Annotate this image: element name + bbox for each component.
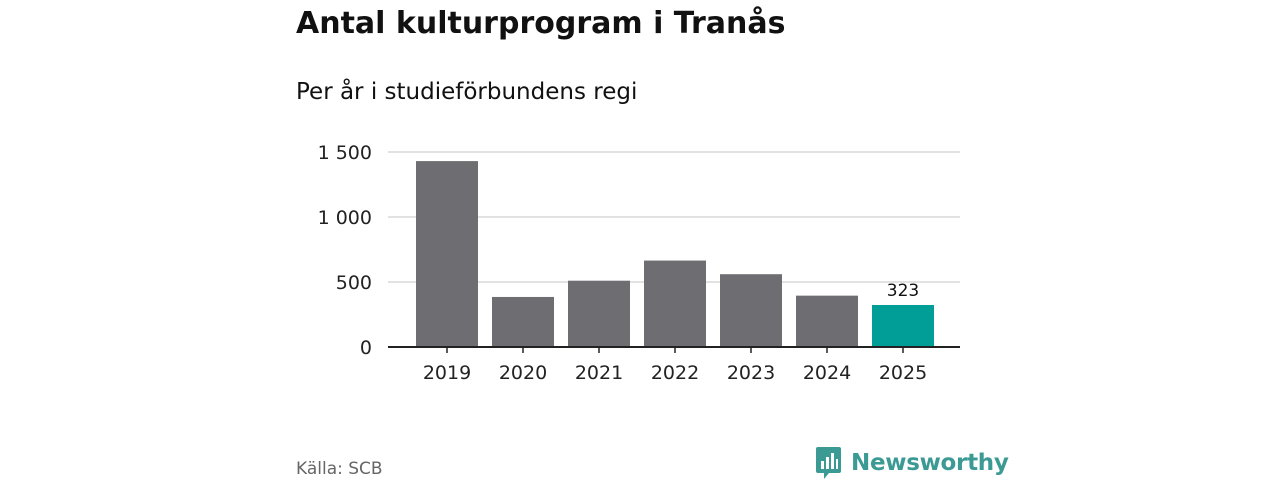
y-tick-label: 0 [360,337,372,359]
y-tick-label: 500 [336,272,372,294]
chart-subtitle: Per år i studieförbundens regi [296,79,638,105]
bar-2020 [492,296,554,347]
x-tick-label: 2025 [879,362,927,384]
bar-2021 [568,280,630,347]
brand-name: Newsworthy [851,450,1009,476]
bar-chart-speech-bubble-icon [816,447,841,479]
bar-2023 [720,274,782,347]
y-tick-label: 1 000 [318,207,372,229]
bar-chart: 0 500 1 000 1 500 2019 2020 2021 2022 2023 2024 20… [318,142,960,384]
chart-title: Antal kulturprogram i Tranås [296,6,786,41]
data-label: 323 [887,281,919,301]
x-tick-label: 2024 [803,362,851,384]
x-tick-label: 2021 [575,362,623,384]
bar-2019 [416,161,478,347]
source-note: Källa: SCB [296,459,383,479]
bar-2025 [872,305,934,347]
x-tick-label: 2019 [423,362,471,384]
brand-logo: Newsworthy [815,446,1009,480]
y-tick-label: 1 500 [318,142,372,164]
x-tick-label: 2020 [499,362,547,384]
x-tick-label: 2023 [727,362,775,384]
bar-2024 [796,295,858,347]
x-tick-label: 2022 [651,362,699,384]
bar-2022 [644,260,706,347]
